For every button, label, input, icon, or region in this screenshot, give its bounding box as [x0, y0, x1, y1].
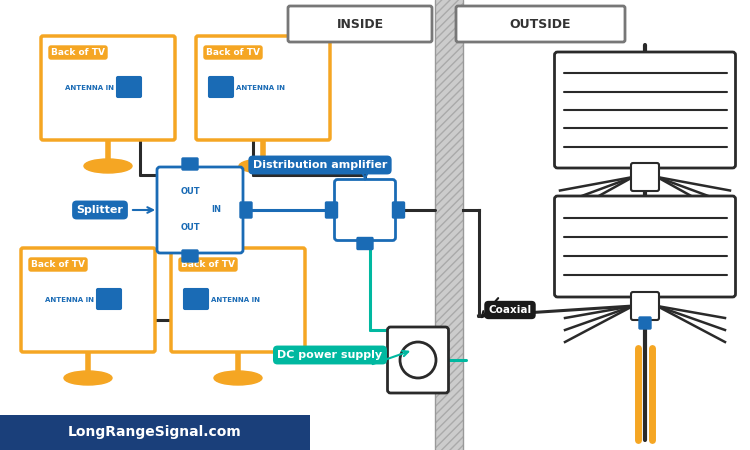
Circle shape: [400, 342, 436, 378]
Text: Back of TV: Back of TV: [181, 260, 235, 269]
FancyBboxPatch shape: [209, 77, 233, 97]
FancyBboxPatch shape: [21, 248, 155, 352]
FancyBboxPatch shape: [41, 36, 175, 140]
FancyBboxPatch shape: [554, 52, 736, 168]
FancyBboxPatch shape: [240, 202, 252, 218]
Ellipse shape: [214, 371, 262, 385]
FancyBboxPatch shape: [639, 317, 651, 329]
Text: LongRangeSignal.com: LongRangeSignal.com: [68, 425, 242, 439]
FancyBboxPatch shape: [184, 289, 208, 309]
FancyBboxPatch shape: [334, 180, 395, 240]
FancyBboxPatch shape: [631, 163, 659, 191]
FancyBboxPatch shape: [631, 292, 659, 320]
Text: Splitter: Splitter: [76, 205, 124, 215]
Ellipse shape: [239, 159, 287, 173]
Bar: [434, 0, 463, 450]
Text: ANTENNA IN: ANTENNA IN: [65, 85, 114, 91]
Text: IN: IN: [211, 206, 221, 215]
FancyBboxPatch shape: [117, 77, 141, 97]
FancyBboxPatch shape: [456, 6, 625, 42]
Bar: [0, 415, 310, 450]
FancyBboxPatch shape: [182, 158, 198, 170]
Text: Distribution amplifier: Distribution amplifier: [253, 160, 387, 170]
FancyBboxPatch shape: [157, 167, 243, 253]
Ellipse shape: [64, 371, 112, 385]
FancyBboxPatch shape: [326, 202, 338, 218]
FancyBboxPatch shape: [171, 248, 305, 352]
Text: Back of TV: Back of TV: [31, 260, 85, 269]
Text: OUT: OUT: [180, 224, 200, 233]
Text: INSIDE: INSIDE: [337, 18, 383, 31]
Ellipse shape: [84, 159, 132, 173]
FancyBboxPatch shape: [97, 289, 121, 309]
Text: DC power supply: DC power supply: [278, 350, 382, 360]
Text: ANTENNA IN: ANTENNA IN: [45, 297, 94, 303]
Text: OUT: OUT: [180, 188, 200, 197]
FancyBboxPatch shape: [288, 6, 432, 42]
FancyBboxPatch shape: [357, 238, 373, 249]
FancyBboxPatch shape: [388, 327, 448, 393]
FancyBboxPatch shape: [182, 250, 198, 262]
FancyBboxPatch shape: [392, 202, 404, 218]
Text: ANTENNA IN: ANTENNA IN: [211, 297, 260, 303]
Text: Back of TV: Back of TV: [206, 48, 260, 57]
Text: ANTENNA IN: ANTENNA IN: [236, 85, 285, 91]
Text: Coaxial: Coaxial: [488, 305, 532, 315]
Text: Back of TV: Back of TV: [51, 48, 105, 57]
FancyBboxPatch shape: [196, 36, 330, 140]
Text: OUTSIDE: OUTSIDE: [509, 18, 571, 31]
FancyBboxPatch shape: [554, 196, 736, 297]
